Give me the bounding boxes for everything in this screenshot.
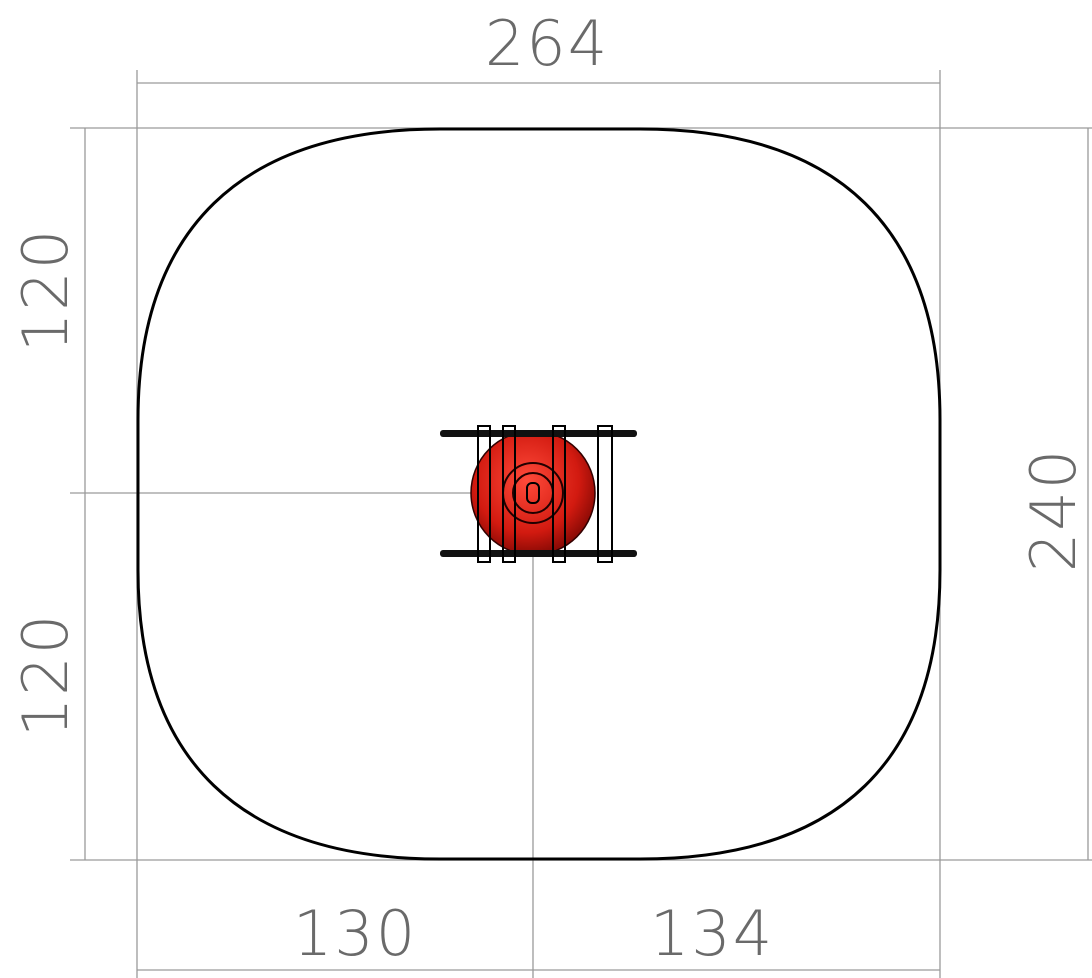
dimension-label: 120: [9, 228, 82, 352]
dimension-label: 130: [293, 897, 417, 970]
dimension-label: 240: [1017, 448, 1090, 572]
drawing: 264 120 120 240 130 134: [0, 0, 1092, 978]
dimension-label: 264: [485, 7, 609, 80]
dimension-label: 134: [650, 897, 774, 970]
dimension-label: 120: [9, 613, 82, 737]
